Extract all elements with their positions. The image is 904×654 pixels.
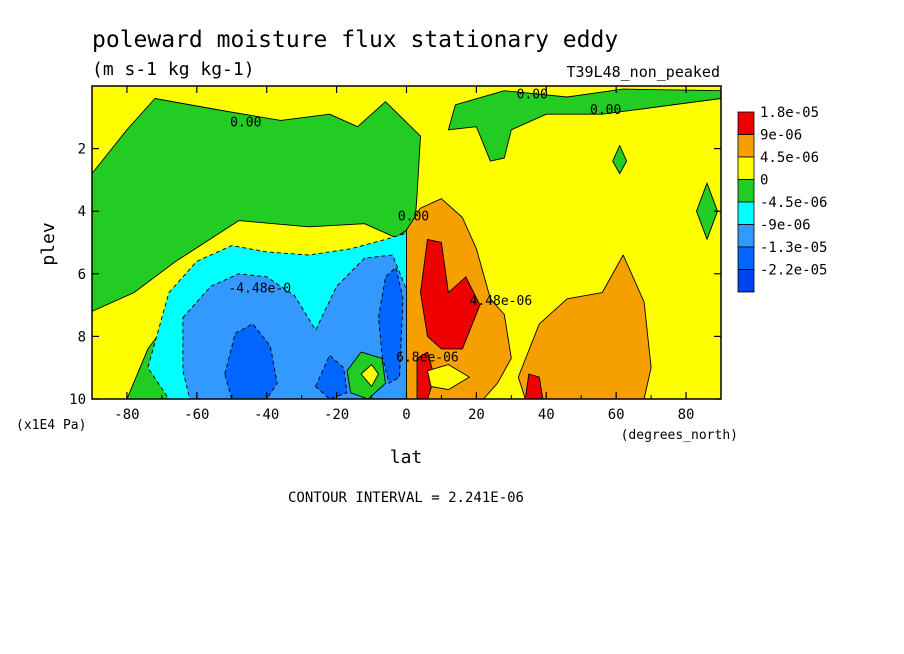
legend-swatch [737, 224, 755, 248]
legend-label: -2.2e-05 [760, 263, 827, 279]
contour-label: -4.48e-0 [228, 282, 291, 297]
contour-interval-note: CONTOUR INTERVAL = 2.241E-06 [288, 490, 524, 506]
contour-region [360, 364, 379, 387]
contour-region [92, 98, 421, 312]
legend-swatch [737, 179, 755, 203]
x-tick-label: -40 [254, 407, 279, 423]
x-units-label: (degrees_north) [621, 428, 738, 443]
legend-label: -4.5e-06 [760, 195, 827, 211]
y-tick-label: 10 [69, 392, 86, 408]
contour-region [612, 145, 628, 175]
legend-swatch [737, 269, 755, 293]
y-axis-label: plev [38, 222, 59, 265]
units-label: (m s-1 kg kg-1) [92, 59, 255, 80]
contour-label: 0.00 [398, 210, 429, 225]
contour-region [524, 373, 544, 399]
x-tick-label: 0 [402, 407, 410, 423]
contour-label: 4.48e-06 [470, 294, 533, 309]
contour-region [416, 351, 435, 399]
legend-label: 4.5e-06 [760, 150, 819, 166]
contour-region [517, 254, 652, 399]
y-tick-label: 8 [78, 329, 86, 345]
contour-region [427, 364, 470, 391]
x-tick-label: 20 [468, 407, 485, 423]
legend-swatch [737, 134, 755, 158]
x-tick-label: -60 [184, 407, 209, 423]
y-units-label: (x1E4 Pa) [16, 418, 86, 433]
legend-label: 9e-06 [760, 128, 802, 144]
legend-swatch [737, 111, 755, 135]
contour-region [224, 323, 278, 399]
legend-swatch [737, 246, 755, 270]
legend-label: -9e-06 [760, 218, 811, 234]
contour-label: 0.00 [230, 116, 261, 131]
legend-label: 0 [760, 173, 768, 189]
x-tick-label: 60 [608, 407, 625, 423]
contour-region [447, 88, 721, 162]
legend-label: -1.3e-05 [760, 240, 827, 256]
chart-title: poleward moisture flux stationary eddy [92, 27, 618, 53]
contour-region [378, 267, 404, 384]
legend-swatch [737, 156, 755, 180]
run-label: T39L48_non_peaked [566, 63, 720, 81]
x-tick-label: 40 [538, 407, 555, 423]
legend-swatch [737, 201, 755, 225]
contour-region [315, 354, 348, 399]
y-tick-label: 2 [78, 142, 86, 158]
x-axis-label: lat [390, 447, 423, 468]
x-tick-label: -80 [114, 407, 139, 423]
x-tick-label: 80 [678, 407, 695, 423]
contour-region [420, 238, 481, 350]
contour-label: 0.00 [517, 88, 548, 103]
y-tick-label: 4 [78, 204, 86, 220]
contour-label: 6.8ee-06 [396, 350, 459, 365]
color-legend: 1.8e-05 9e-06 4.5e-06 0 -4.5e-06 -9e-06 -1.3e-… [737, 105, 827, 293]
y-tick-label: 6 [78, 267, 86, 283]
legend-label: 1.8e-05 [760, 105, 819, 121]
contour-label: 0.00 [590, 103, 621, 118]
plot-area: 0.00 0.00 0.00 0.00 -4.48e-0 4.48e-06 6.8ee-06… [69, 85, 722, 423]
x-tick-label: -20 [324, 407, 349, 423]
